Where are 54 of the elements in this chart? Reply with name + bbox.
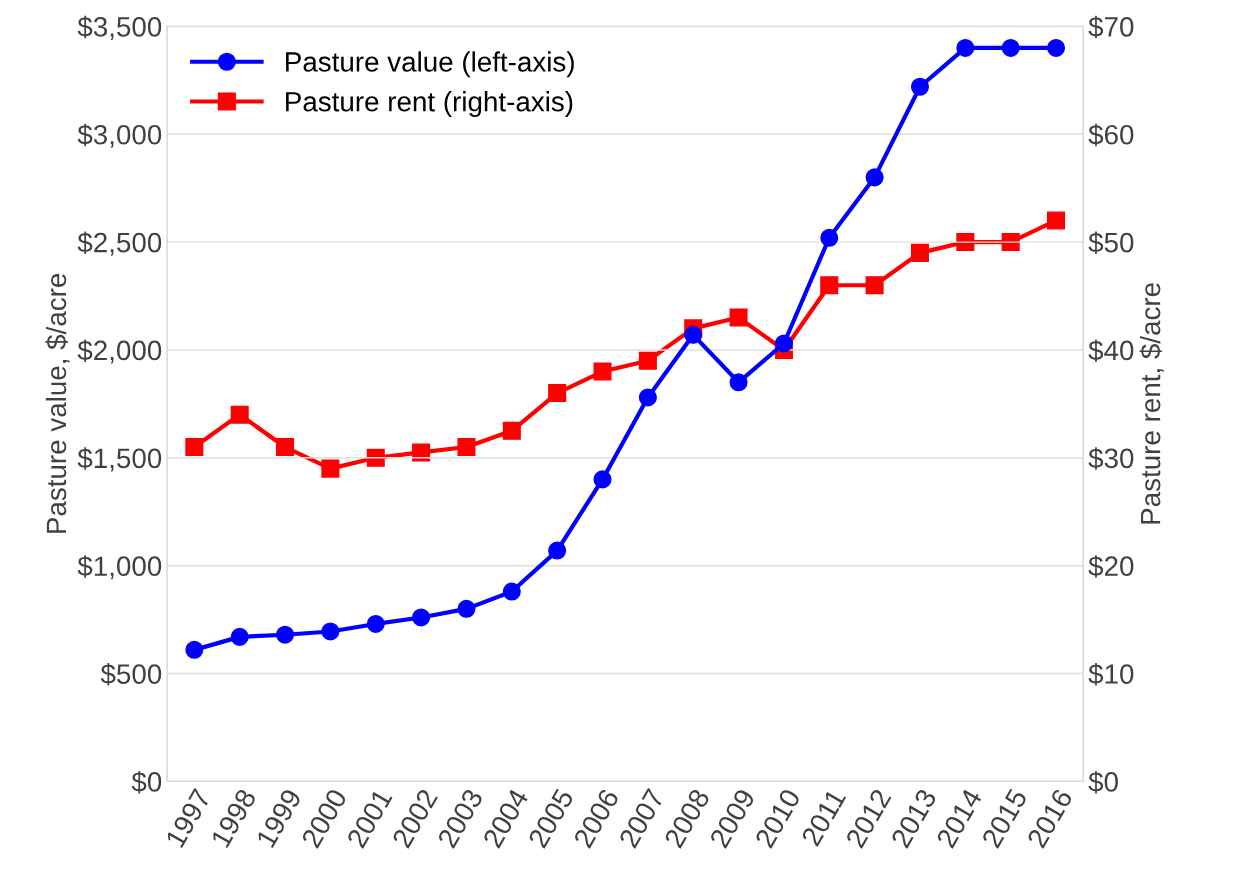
point xyxy=(366,614,385,633)
point xyxy=(457,599,476,618)
y-tick-label: $3,000 xyxy=(77,123,162,148)
point xyxy=(230,405,249,424)
point xyxy=(820,276,839,295)
point xyxy=(1047,38,1066,57)
point xyxy=(321,459,340,478)
y2-tick-label: $0 xyxy=(1088,770,1118,794)
y-tick-label: $2,500 xyxy=(77,231,162,256)
point xyxy=(684,325,703,344)
point xyxy=(865,168,884,187)
point xyxy=(185,437,204,457)
point xyxy=(638,351,657,370)
y-tick-label: $1,500 xyxy=(77,447,162,472)
point xyxy=(593,362,612,381)
point xyxy=(276,625,295,644)
point xyxy=(502,582,521,601)
y2-tick-label: $10 xyxy=(1088,663,1134,686)
point xyxy=(1047,211,1066,230)
point xyxy=(412,608,431,627)
y2-tick-label: $40 xyxy=(1088,339,1134,362)
point xyxy=(593,470,612,489)
point xyxy=(1001,38,1020,57)
point xyxy=(502,421,521,440)
y2-tick-label: $70 xyxy=(1088,15,1134,39)
point xyxy=(729,373,748,392)
y2-tick-label: $60 xyxy=(1088,123,1134,147)
point xyxy=(910,243,930,262)
y2-tick-label: $30 xyxy=(1088,447,1134,470)
y2-tick-label: $20 xyxy=(1088,555,1134,578)
y-tick-label: $0 xyxy=(131,770,162,794)
y-axis-title: Pasture value, $/acre xyxy=(45,273,70,533)
point xyxy=(185,640,204,659)
y2-axis-title: Pasture rent, $/acre xyxy=(1139,283,1164,524)
y-tick-label: $3,500 xyxy=(77,15,162,40)
y-tick-label: $2,000 xyxy=(77,339,162,364)
point xyxy=(774,334,793,353)
point xyxy=(638,388,657,407)
point xyxy=(910,77,930,96)
point xyxy=(729,308,748,327)
point xyxy=(548,384,567,403)
point xyxy=(865,276,884,295)
point xyxy=(230,627,249,646)
point xyxy=(321,622,340,641)
legend-label: Pasture value (left-axis) xyxy=(286,51,574,78)
point xyxy=(276,437,295,457)
y-tick-label: $500 xyxy=(100,663,162,686)
y2-tick-label: $50 xyxy=(1088,231,1134,255)
point xyxy=(956,38,975,57)
point xyxy=(457,437,476,457)
point xyxy=(548,541,567,560)
y-tick-label: $1,000 xyxy=(77,555,162,580)
point xyxy=(820,228,839,247)
legend-label: Pasture rent (right-axis) xyxy=(286,91,573,118)
